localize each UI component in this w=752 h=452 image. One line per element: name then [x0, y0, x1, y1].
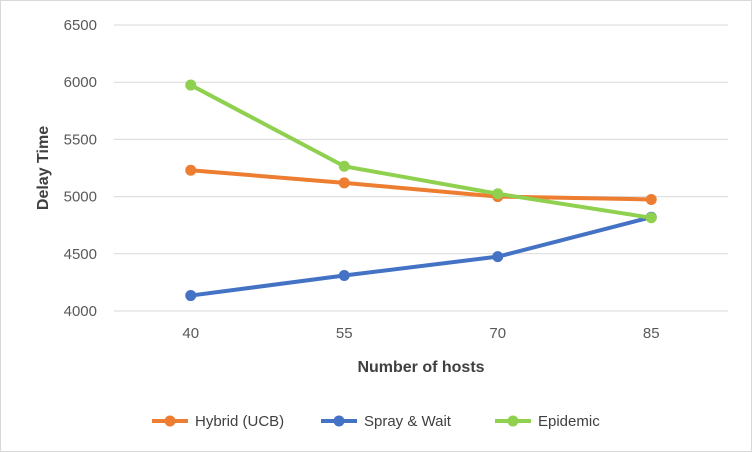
legend: Hybrid (UCB) Spray & Wait Epidemic [152, 413, 600, 430]
legend-label: Epidemic [538, 413, 600, 430]
legend-item: Epidemic [495, 413, 600, 430]
x-tick-label: 85 [643, 325, 660, 342]
x-tick-label: 55 [336, 325, 353, 342]
series-hybrid-ucb [185, 164, 657, 205]
data-point [492, 251, 504, 263]
series-line [188, 168, 654, 202]
y-tick-labels: 4000 4500 5000 5500 6000 6500 [64, 17, 97, 320]
legend-marker [333, 415, 345, 427]
series-line [188, 83, 654, 220]
data-point [645, 212, 657, 224]
y-tick-label: 6500 [64, 17, 97, 34]
data-point [338, 270, 350, 282]
x-tick-label: 70 [489, 325, 506, 342]
data-point [492, 188, 504, 200]
y-tick-label: 5500 [64, 131, 97, 148]
legend-label: Spray & Wait [364, 413, 452, 430]
y-tick-label: 4000 [64, 303, 97, 320]
y-tick-label: 6000 [64, 74, 97, 91]
data-point [645, 193, 657, 205]
y-tick-label: 5000 [64, 189, 97, 206]
legend-item: Hybrid (UCB) [152, 413, 284, 430]
y-axis-title: Delay Time [35, 126, 52, 210]
legend-item: Spray & Wait [321, 413, 452, 430]
data-point [185, 164, 197, 176]
data-point [185, 290, 197, 302]
series-line [188, 215, 654, 298]
data-point [338, 160, 350, 172]
x-tick-labels: 40 55 70 85 [182, 325, 659, 342]
series-spray-wait [185, 211, 657, 302]
plot-series [185, 79, 657, 302]
gridlines [114, 24, 728, 312]
data-point [185, 79, 197, 91]
series-epidemic [185, 79, 657, 224]
y-tick-label: 4500 [64, 246, 97, 263]
x-axis-title: Number of hosts [357, 359, 484, 376]
legend-label: Hybrid (UCB) [195, 413, 284, 430]
x-tick-label: 40 [182, 325, 199, 342]
legend-marker [507, 415, 519, 427]
data-point [338, 177, 350, 189]
legend-marker [164, 415, 176, 427]
